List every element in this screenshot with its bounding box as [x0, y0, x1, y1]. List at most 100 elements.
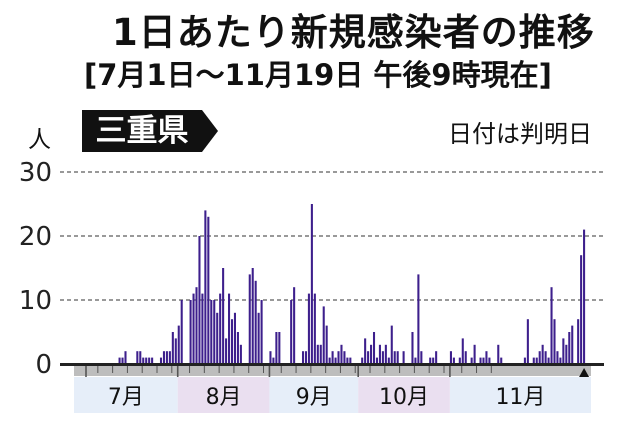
bar: [254, 280, 257, 363]
bar: [435, 351, 438, 363]
bar: [316, 344, 319, 363]
bar: [461, 338, 464, 363]
bar: [272, 357, 275, 363]
bar: [290, 300, 293, 363]
bar: [162, 351, 165, 363]
month-band: [358, 377, 450, 413]
bar: [565, 344, 568, 363]
bar: [189, 300, 192, 363]
bar: [387, 357, 390, 363]
bar: [367, 351, 370, 363]
bar: [523, 357, 526, 363]
bar: [577, 319, 580, 363]
bar: [177, 325, 180, 363]
bar: [139, 351, 142, 363]
bar: [349, 357, 352, 363]
bar: [331, 351, 334, 363]
bar: [378, 344, 381, 363]
bar: [583, 229, 586, 363]
bar: [535, 357, 538, 363]
chart-subtitle: [7月1日〜11月19日 午後9時現在]: [84, 58, 552, 92]
bar: [201, 293, 204, 363]
bar: [568, 332, 571, 363]
bar: [239, 344, 242, 363]
bar: [304, 351, 307, 363]
bar: [417, 274, 420, 363]
bar: [142, 357, 145, 363]
bar: [278, 332, 281, 363]
bar: [411, 332, 414, 363]
y-tick-label: 20: [19, 222, 52, 252]
bar: [216, 312, 219, 363]
bar: [370, 344, 373, 363]
bar: [236, 332, 239, 363]
bar: [275, 332, 278, 363]
bar: [464, 351, 467, 363]
latest-day-marker: [579, 368, 590, 377]
bar: [219, 293, 222, 363]
chart-title: 1日あたり新規感染者の推移: [112, 11, 595, 54]
bar: [293, 287, 296, 363]
bar: [213, 300, 216, 363]
bar: [541, 344, 544, 363]
bar: [148, 357, 151, 363]
bar: [328, 357, 331, 363]
bar: [269, 351, 272, 363]
month-band: [449, 377, 591, 413]
bar: [124, 351, 127, 363]
region-label-arrow: [202, 110, 218, 152]
bar: [538, 351, 541, 363]
bar: [364, 338, 367, 363]
bar: [145, 357, 148, 363]
month-label: 10月: [379, 385, 429, 410]
bar: [225, 338, 228, 363]
bar: [174, 338, 177, 363]
bar: [171, 332, 174, 363]
bar: [340, 344, 343, 363]
y-tick-label: 30: [19, 158, 52, 188]
bar: [319, 344, 322, 363]
bar: [526, 319, 529, 363]
bar: [136, 351, 139, 363]
bar: [307, 293, 310, 363]
bar: [151, 357, 154, 363]
x-axis-line: [60, 363, 604, 366]
bar: [432, 357, 435, 363]
bar: [210, 300, 213, 363]
bar: [228, 293, 231, 363]
month-band: [269, 377, 359, 413]
bar: [420, 351, 423, 363]
bar: [204, 210, 207, 363]
bar: [500, 357, 503, 363]
bar: [571, 325, 574, 363]
region-label: 三重県: [82, 110, 202, 152]
bar: [553, 319, 556, 363]
bar: [251, 268, 254, 363]
bar: [485, 351, 488, 363]
bar: [372, 332, 376, 363]
bar: [165, 351, 168, 363]
bar: [449, 351, 452, 363]
bar: [322, 306, 325, 363]
bar: [497, 344, 500, 363]
bar: [559, 357, 562, 363]
bar: [233, 312, 236, 363]
bar: [384, 344, 387, 363]
bar: [207, 216, 210, 363]
bar: [562, 338, 565, 363]
bar: [168, 351, 171, 363]
month-label: 7月: [108, 385, 144, 410]
bar: [257, 312, 260, 363]
bar: [396, 351, 399, 363]
bar: [195, 287, 198, 363]
y-axis-unit: 人: [28, 127, 51, 153]
bar: [580, 255, 583, 363]
bar: [337, 351, 340, 363]
bar: [361, 357, 364, 363]
bar: [334, 357, 337, 363]
bar: [470, 357, 473, 363]
bar: [198, 236, 201, 363]
bar: [313, 293, 316, 363]
bar: [479, 357, 482, 363]
day-tick-strip: [74, 366, 591, 376]
